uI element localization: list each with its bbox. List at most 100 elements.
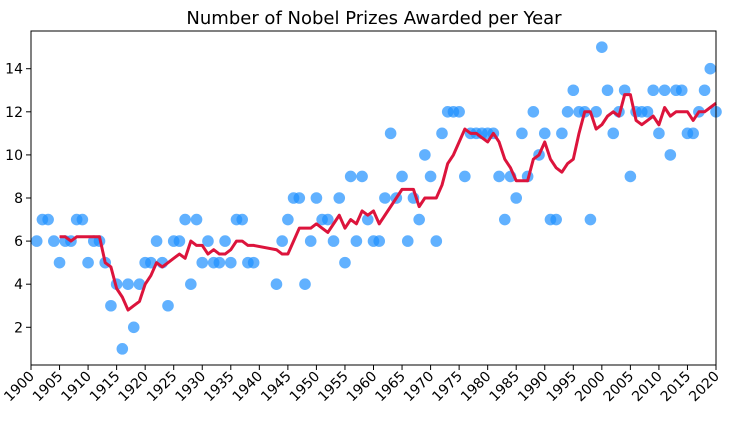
- data-point: [516, 127, 528, 140]
- data-point: [105, 299, 117, 312]
- data-point: [419, 149, 431, 161]
- x-tick-label: 2020: [686, 369, 723, 406]
- data-point: [607, 127, 620, 140]
- data-point: [453, 106, 465, 118]
- x-tick-label: 1975: [429, 369, 466, 406]
- data-point: [179, 213, 191, 226]
- data-point: [596, 41, 608, 53]
- data-point: [538, 127, 551, 140]
- data-point: [350, 235, 363, 247]
- data-point: [567, 84, 580, 97]
- x-tick-label: 1955: [315, 369, 352, 406]
- data-point: [30, 235, 43, 247]
- data-point: [584, 213, 597, 226]
- y-tick-label: 8: [14, 191, 23, 207]
- x-tick-label: 1930: [173, 369, 210, 406]
- data-point: [310, 192, 323, 204]
- rolling-average-layer: [59, 93, 717, 312]
- data-point: [498, 213, 511, 226]
- data-point: [76, 213, 89, 226]
- data-point: [424, 170, 437, 183]
- data-point: [327, 235, 340, 247]
- data-point: [493, 170, 505, 183]
- data-point: [384, 127, 397, 140]
- x-tick-label: 2005: [601, 369, 638, 406]
- data-point: [675, 84, 688, 97]
- data-point: [299, 278, 311, 290]
- data-point: [396, 170, 408, 183]
- data-point: [42, 213, 54, 226]
- data-point: [185, 278, 197, 290]
- x-tick-label: 2015: [658, 369, 695, 406]
- plot-frame: [30, 30, 717, 366]
- x-tick-label: 2010: [629, 369, 666, 406]
- data-point: [664, 149, 677, 161]
- x-tick-label: 1960: [344, 369, 381, 406]
- data-point: [270, 278, 283, 290]
- x-tick-label: 1935: [201, 369, 238, 406]
- data-point: [162, 299, 174, 312]
- data-point: [53, 256, 66, 269]
- y-tick-label: 10: [5, 148, 23, 164]
- data-point: [202, 235, 214, 247]
- data-point: [527, 106, 540, 118]
- data-point: [413, 213, 425, 226]
- rolling-average-line: [59, 93, 717, 312]
- data-point: [698, 84, 711, 97]
- data-point: [436, 127, 448, 140]
- data-point: [150, 235, 163, 247]
- chart-title: Number of Nobel Prizes Awarded per Year: [186, 8, 562, 29]
- x-tick-label: 1995: [544, 369, 581, 406]
- x-tick-label: 1900: [1, 369, 38, 406]
- x-tick-label: 1905: [30, 369, 67, 406]
- x-tick-label: 1965: [372, 369, 409, 406]
- y-tick-label: 6: [14, 234, 23, 250]
- data-point: [82, 256, 94, 269]
- data-point: [133, 278, 146, 290]
- data-point: [333, 192, 346, 204]
- data-point: [550, 213, 562, 226]
- data-point: [687, 127, 699, 140]
- data-point: [361, 213, 374, 226]
- data-point: [601, 84, 614, 97]
- y-tick-label: 14: [5, 62, 23, 78]
- data-point: [48, 235, 60, 247]
- y-tick-label: 2: [14, 320, 23, 336]
- x-tick-label: 1985: [487, 369, 524, 406]
- points-layer: [30, 41, 722, 355]
- data-point: [653, 127, 665, 140]
- data-point: [704, 62, 717, 75]
- data-point: [213, 256, 226, 269]
- data-point: [590, 106, 602, 118]
- y-tick-label: 12: [5, 105, 23, 121]
- data-point: [344, 170, 357, 183]
- x-tick-label: 1920: [115, 369, 152, 406]
- x-tick-label: 1915: [87, 369, 124, 406]
- data-point: [561, 106, 574, 118]
- x-tick-label: 1945: [258, 369, 295, 406]
- data-point: [322, 213, 334, 226]
- data-point: [247, 256, 260, 269]
- data-point: [304, 235, 317, 247]
- data-point: [173, 235, 186, 247]
- data-point: [236, 213, 249, 226]
- data-point: [647, 84, 660, 97]
- data-point: [624, 170, 637, 183]
- data-point: [356, 170, 368, 183]
- data-point: [122, 278, 134, 290]
- data-point: [459, 170, 471, 183]
- data-point: [276, 235, 288, 247]
- data-point: [219, 235, 231, 247]
- x-tick-label: 1990: [515, 369, 552, 406]
- data-point: [196, 256, 209, 269]
- x-tick-label: 1940: [230, 369, 267, 406]
- x-tick-label: 1925: [144, 369, 181, 406]
- x-tick-label: 1980: [458, 369, 495, 406]
- data-point: [641, 106, 654, 118]
- axes-layer: 2468101214190019051910191519201925193019…: [1, 30, 723, 406]
- x-tick-label: 1970: [401, 369, 438, 406]
- data-point: [339, 256, 351, 269]
- data-point: [510, 192, 523, 204]
